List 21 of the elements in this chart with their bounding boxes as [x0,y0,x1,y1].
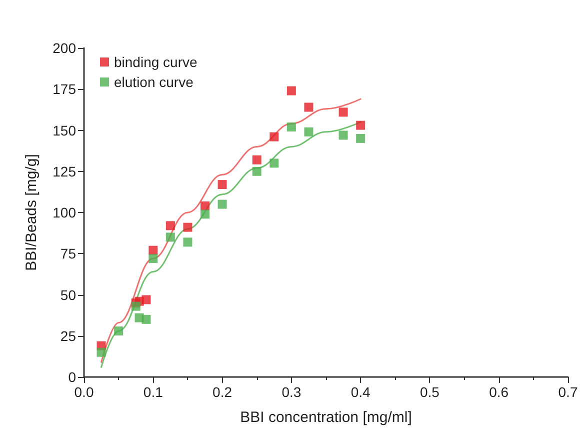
y-tick-label: 175 [52,81,76,98]
y-tick-label: 100 [52,204,76,220]
y-tick-label: 200 [52,40,76,56]
x-tick-label: 0.2 [212,384,232,400]
x-tick-label: 0.1 [143,384,164,400]
y-tick-label: 0 [68,369,76,385]
x-tick-label: 0.6 [489,384,509,400]
x-tick-label: 0.7 [558,384,578,400]
x-tick-label: 0.5 [420,384,440,400]
y-tick-label: 50 [60,286,76,303]
legend-label: binding curve [114,54,198,70]
x-tick-label: 0.4 [350,384,371,400]
x-tick-label: 0.3 [282,384,302,400]
y-tick-label: 25 [60,328,76,344]
x-axis-title: BBI concentration [mg/ml] [240,409,412,426]
y-tick-label: 75 [60,246,76,262]
y-tick-label: 150 [52,122,76,138]
x-tick-label: 0.0 [74,384,94,400]
legend-label: elution curve [114,74,194,90]
y-tick-label: 125 [52,163,76,180]
y-axis-title: BBI/Beads [mg/g] [23,154,40,271]
